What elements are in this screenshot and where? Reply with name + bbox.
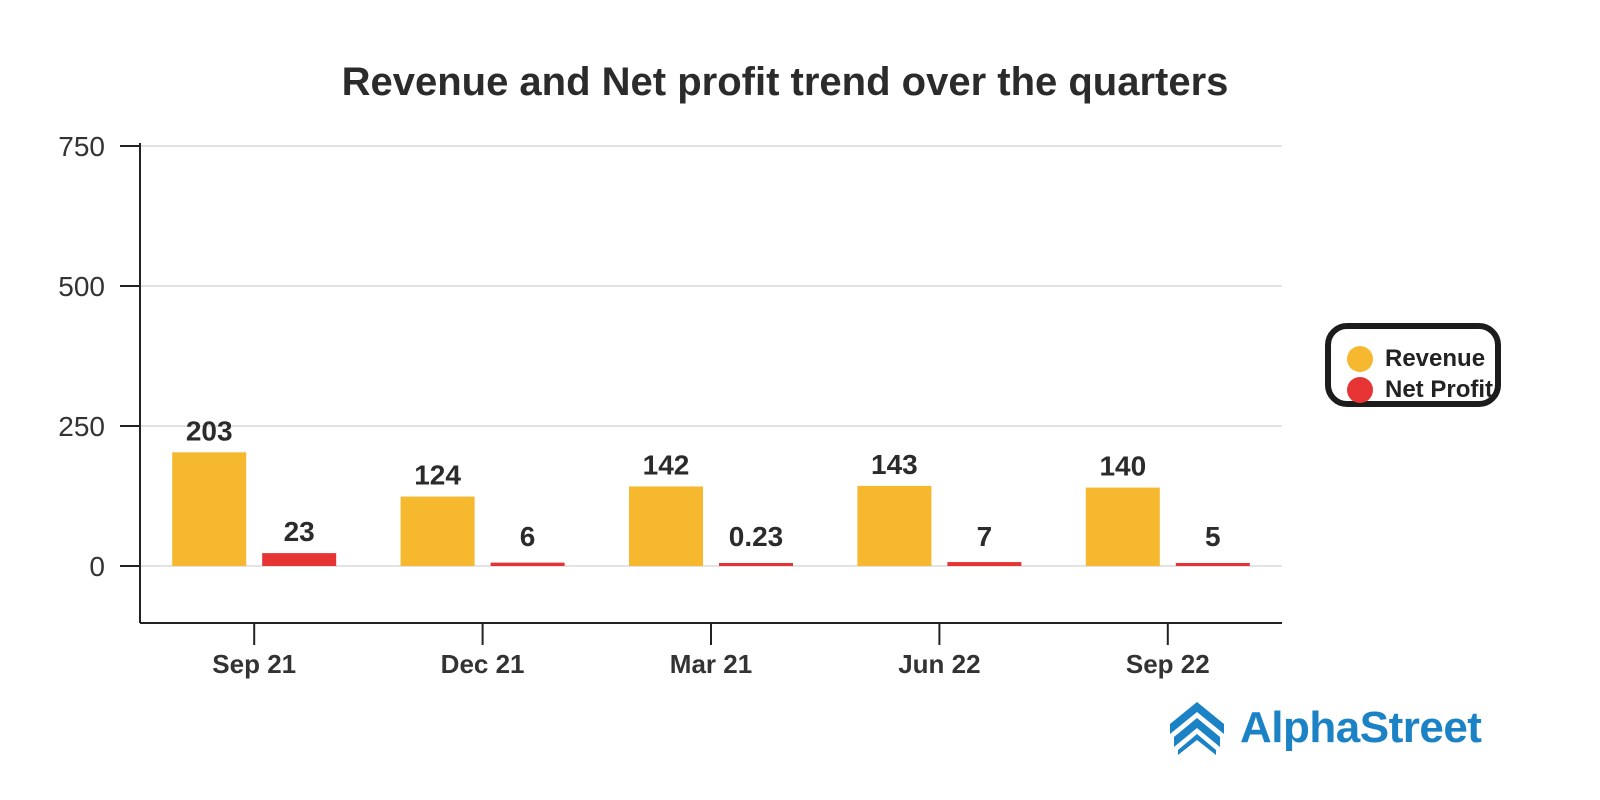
y-tick-label: 750 bbox=[58, 131, 105, 162]
revenue-data-label: 142 bbox=[643, 449, 690, 480]
net-profit-bar bbox=[719, 563, 793, 566]
net-profit-bar bbox=[262, 553, 337, 566]
chart-title: Revenue and Net profit trend over the qu… bbox=[342, 60, 1229, 104]
brand-name: AlphaStreet bbox=[1240, 703, 1482, 752]
net-profit-bar bbox=[947, 562, 1022, 566]
revenue-data-label: 143 bbox=[871, 449, 918, 480]
brand-logo: AlphaStreet bbox=[1168, 700, 1482, 756]
y-tick-label: 250 bbox=[58, 411, 105, 442]
x-tick-label: Sep 21 bbox=[212, 649, 296, 679]
revenue-bar bbox=[857, 485, 932, 566]
legend-swatch-net-profit bbox=[1347, 376, 1373, 403]
revenue-data-label: 203 bbox=[186, 415, 233, 446]
y-tick-label: 0 bbox=[89, 551, 105, 582]
legend-item-net-profit: Net Profit bbox=[1347, 374, 1495, 405]
x-tick-label: Dec 21 bbox=[441, 649, 525, 679]
revenue-bar bbox=[629, 486, 703, 566]
revenue-bar bbox=[172, 452, 247, 566]
revenue-data-label: 140 bbox=[1099, 451, 1146, 482]
revenue-data-label: 124 bbox=[414, 460, 461, 491]
x-tick-label: Jun 22 bbox=[898, 649, 980, 679]
y-tick-label: 500 bbox=[58, 271, 105, 302]
x-tick-label: Mar 21 bbox=[670, 649, 752, 679]
axes: 750 500 250 0 Sep 21 Dec 21 Mar 21 Jun 22 Sep 22 bbox=[58, 131, 1282, 679]
legend-label-revenue: Revenue bbox=[1385, 344, 1486, 372]
net-profit-data-label: 5 bbox=[1205, 521, 1221, 552]
alphastreet-logo-icon bbox=[1170, 702, 1224, 755]
net-profit-data-label: 0.23 bbox=[729, 521, 784, 552]
net-profit-data-label: 23 bbox=[284, 516, 315, 547]
x-tick-label: Sep 22 bbox=[1126, 649, 1210, 679]
net-profit-data-label: 7 bbox=[977, 521, 993, 552]
legend-swatch-revenue bbox=[1347, 345, 1373, 372]
net-profit-bar bbox=[490, 562, 565, 566]
net-profit-data-label: 6 bbox=[520, 521, 536, 552]
revenue-bar bbox=[1085, 487, 1160, 566]
bars bbox=[172, 452, 1250, 566]
legend: Revenue Net Profit bbox=[1325, 323, 1501, 407]
data-labels: 203 23 124 6 142 0.23 143 7 140 5 bbox=[186, 415, 1221, 552]
net-profit-bar bbox=[1175, 563, 1250, 566]
legend-label-net-profit: Net Profit bbox=[1385, 375, 1493, 403]
revenue-bar bbox=[400, 496, 475, 566]
legend-item-revenue: Revenue bbox=[1347, 343, 1495, 374]
